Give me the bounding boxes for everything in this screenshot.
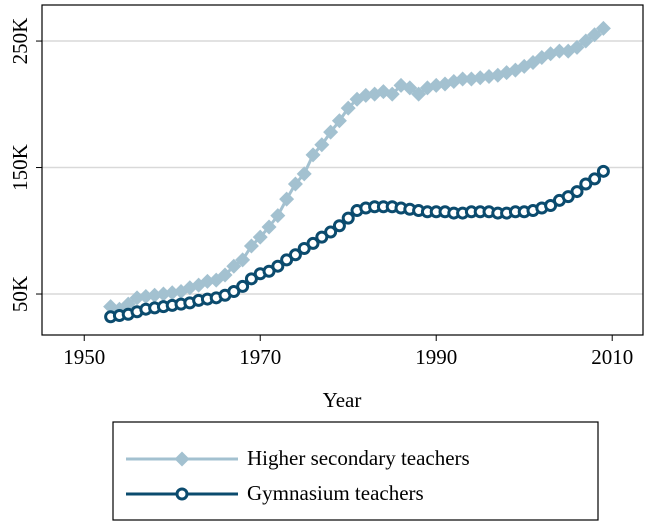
marker xyxy=(569,39,585,55)
marker xyxy=(217,267,233,283)
marker xyxy=(595,20,611,36)
marker xyxy=(235,252,251,268)
x-tick-label: 1970 xyxy=(239,345,281,369)
x-axis-label: Year xyxy=(323,388,362,412)
marker xyxy=(570,185,584,199)
marker xyxy=(455,71,471,87)
marker xyxy=(199,273,215,289)
marker xyxy=(402,80,418,96)
marker xyxy=(384,86,400,102)
marker xyxy=(243,238,259,254)
x-tick-label: 1990 xyxy=(415,345,457,369)
plot-area xyxy=(42,20,643,324)
x-tick-label: 1950 xyxy=(63,345,105,369)
marker xyxy=(314,137,330,153)
marker xyxy=(164,285,180,301)
legend xyxy=(112,421,599,521)
marker xyxy=(305,147,321,163)
legend-label: Gymnasium teachers xyxy=(247,481,424,505)
marker xyxy=(147,287,163,303)
marker xyxy=(588,172,602,186)
y-tick-label: 50K xyxy=(8,276,32,312)
marker xyxy=(331,113,347,129)
marker xyxy=(287,176,303,192)
marker xyxy=(129,290,145,306)
marker xyxy=(472,70,488,86)
marker xyxy=(296,166,312,182)
marker xyxy=(324,225,338,239)
marker xyxy=(341,211,355,225)
legend-label: Higher secondary teachers xyxy=(247,446,470,470)
marker xyxy=(226,258,242,274)
legend-marker xyxy=(174,451,190,467)
plot-frame xyxy=(41,4,644,336)
marker xyxy=(428,77,444,93)
y-tick-label: 150K xyxy=(8,144,32,191)
marker xyxy=(551,43,567,59)
marker xyxy=(252,229,268,245)
marker xyxy=(236,279,250,293)
marker xyxy=(578,33,594,49)
marker xyxy=(288,248,302,262)
marker xyxy=(271,259,285,273)
marker xyxy=(323,124,339,140)
legend-marker xyxy=(175,487,189,501)
marker xyxy=(411,86,427,102)
marker xyxy=(138,289,154,305)
marker xyxy=(261,219,277,235)
x-tick-label: 2010 xyxy=(591,345,633,369)
marker xyxy=(155,286,171,302)
marker xyxy=(340,100,356,116)
marker xyxy=(270,208,286,224)
marker xyxy=(481,68,497,84)
marker xyxy=(587,27,603,43)
marker xyxy=(306,236,320,250)
marker xyxy=(463,71,479,87)
marker xyxy=(332,219,346,233)
marker xyxy=(358,87,374,103)
marker xyxy=(596,164,610,178)
marker xyxy=(279,191,295,207)
y-tick-label: 250K xyxy=(8,18,32,65)
